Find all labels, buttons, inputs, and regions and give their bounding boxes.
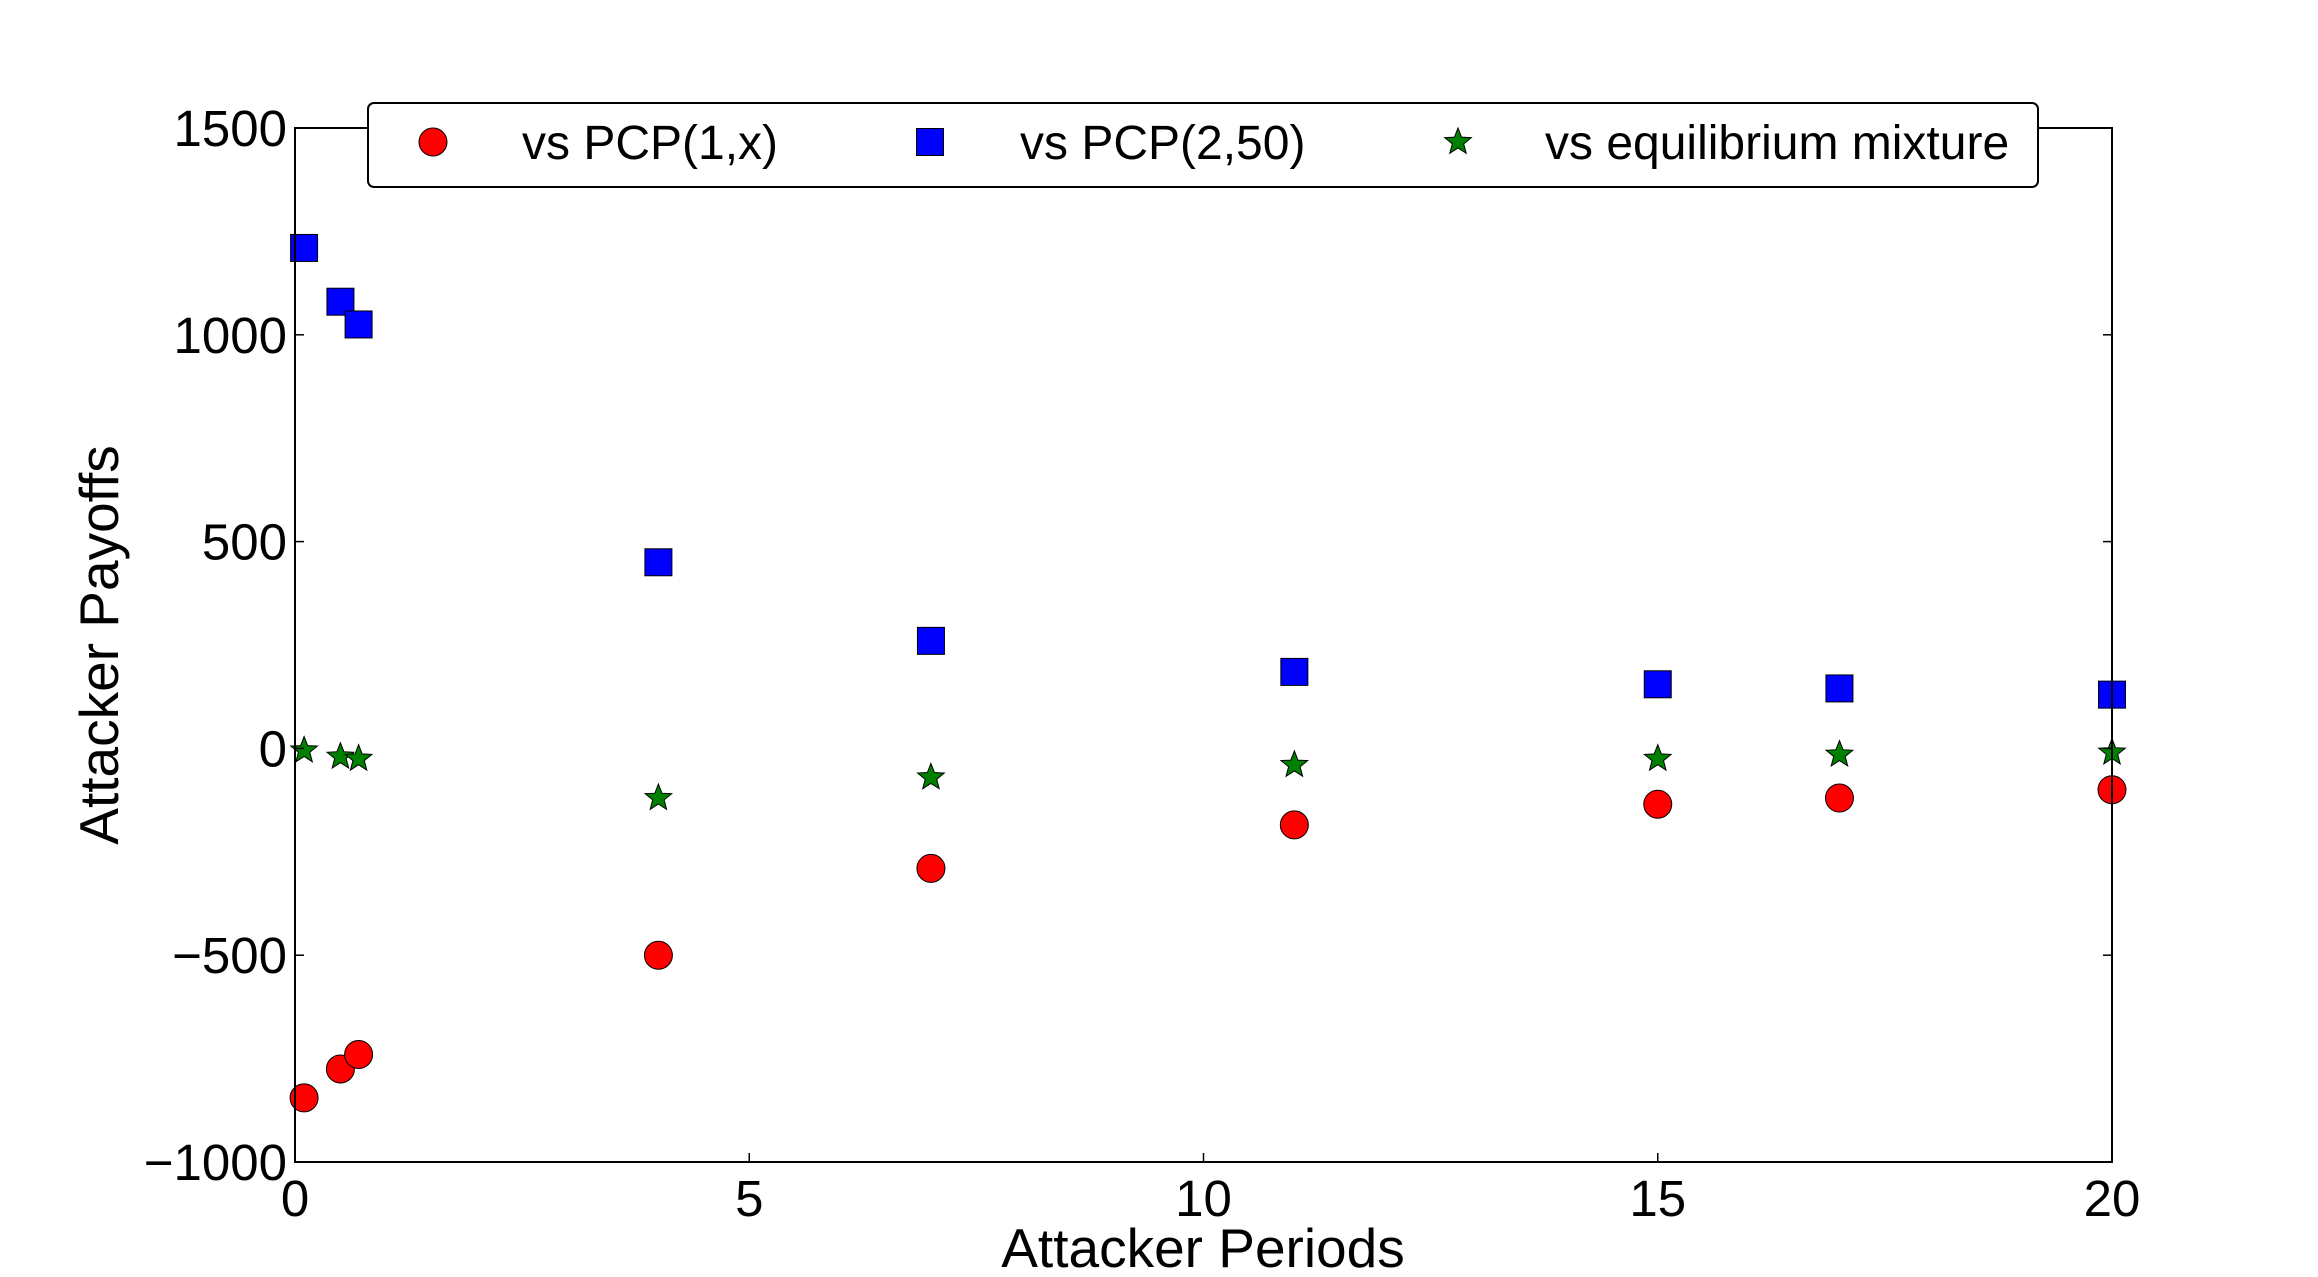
legend-item-0: vs PCP(1,x) <box>418 117 778 170</box>
x-axis-label: Attacker Periods <box>1001 1217 1405 1277</box>
legend-marker-1 <box>916 128 944 156</box>
x-tick-label: 0 <box>281 1170 309 1227</box>
legend-item-1: vs PCP(2,50) <box>916 117 1305 170</box>
data-point-series-1-3 <box>644 548 673 577</box>
legend-frame <box>367 102 2039 188</box>
x-tick-label: 5 <box>735 1170 763 1227</box>
data-point-series-2-7 <box>1824 739 1855 768</box>
legend-label-2: vs equilibrium mixture <box>1545 117 2009 170</box>
data-point-series-0-0 <box>289 1083 319 1113</box>
data-point-series-2-3 <box>643 782 674 811</box>
data-point-series-2-4 <box>916 762 946 790</box>
legend-label-1: vs PCP(2,50) <box>1020 117 1305 170</box>
y-tick-label: 0 <box>259 720 287 777</box>
y-tick-label: 1500 <box>174 100 287 157</box>
data-point-series-1-2 <box>344 310 373 339</box>
y-axis-label: Attacker Payoffs <box>68 445 130 844</box>
series-0 <box>289 775 2127 1113</box>
x-tick-label: 15 <box>1629 1170 1686 1227</box>
data-point-series-1-1 <box>326 287 355 316</box>
data-point-series-2-1 <box>325 741 356 770</box>
data-point-series-0-5 <box>1279 810 1309 840</box>
data-marks <box>289 233 2127 1113</box>
x-tick-label: 20 <box>2084 1170 2141 1227</box>
data-point-series-2-6 <box>1643 743 1673 772</box>
axis-ticks: 0 5 10 15 20 −1000 −500 0 500 1000 1500 <box>144 100 2141 1227</box>
data-point-series-0-2 <box>344 1039 374 1069</box>
data-point-series-1-4 <box>916 626 945 655</box>
y-tick-label: −1000 <box>144 1134 287 1191</box>
data-point-series-1-5 <box>1280 657 1309 686</box>
data-point-series-1-6 <box>1643 670 1672 699</box>
legend-label-0: vs PCP(1,x) <box>522 117 778 170</box>
legend-marker-2 <box>1443 126 1473 155</box>
y-tick-label: 500 <box>202 514 287 571</box>
y-tick-label: 1000 <box>174 307 287 364</box>
series-1 <box>290 233 2126 709</box>
data-point-series-0-7 <box>1824 783 1854 813</box>
data-point-series-2-2 <box>343 743 374 772</box>
legend-marker-0 <box>418 127 448 157</box>
data-point-series-0-3 <box>643 940 673 970</box>
data-point-series-0-6 <box>1643 789 1673 819</box>
x-tick-label: 10 <box>1175 1170 1232 1227</box>
legend: vs PCP(1,x) vs PCP(2,50) vs equilibrium mi… <box>367 102 2039 188</box>
data-point-series-1-7 <box>1825 674 1854 703</box>
data-point-series-2-5 <box>1279 749 1310 778</box>
y-tick-label: −500 <box>172 927 287 984</box>
data-point-series-0-4 <box>916 853 946 883</box>
legend-item-2: vs equilibrium mixture <box>1443 117 2009 170</box>
